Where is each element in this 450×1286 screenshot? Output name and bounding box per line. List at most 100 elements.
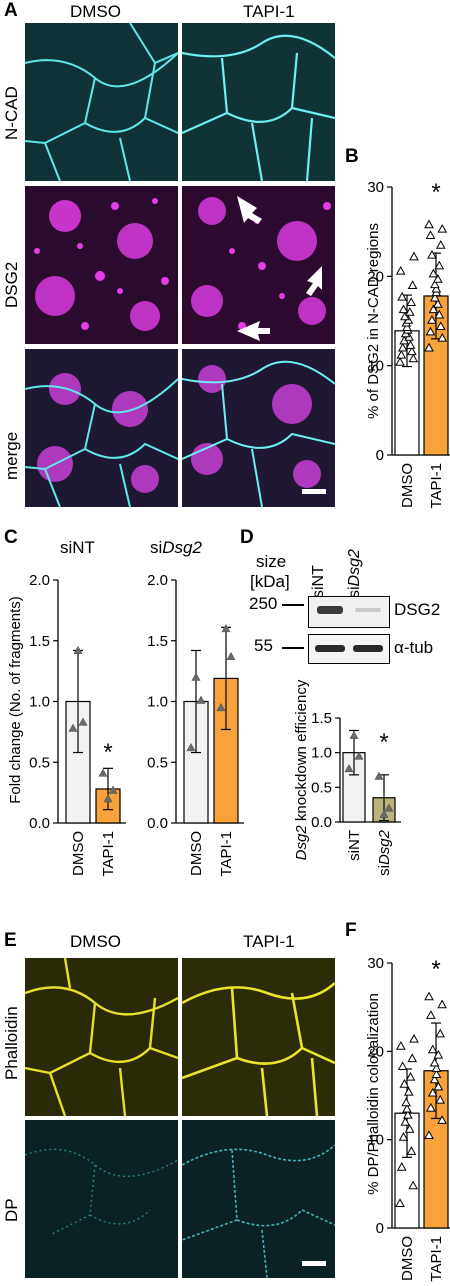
data-point-C-siDsg2 [196,695,206,704]
data-point-F [431,1069,442,1078]
data-point-F [405,1071,416,1081]
blot-dsg2 [308,596,390,628]
data-point-D [379,809,389,818]
data-point-B [435,321,446,331]
micrograph-phalloidin-dmso [25,958,178,1116]
data-point-F [427,1087,438,1097]
arrow-icon [237,321,270,341]
data-point-F [402,1103,412,1113]
bar-C-siDsg2-DMSO [183,700,209,824]
y-tick-label-B: 30 [367,179,384,196]
data-point-C-siNT [78,717,88,726]
data-point-F [398,1131,409,1141]
data-point-B [404,307,415,316]
data-point-B [406,297,417,306]
x-tick-label-B: DMSO [399,463,416,508]
data-point-F [397,1061,408,1071]
data-point-F [427,1044,438,1054]
data-point-B [434,260,445,270]
data-point-F [426,1102,436,1112]
y-tick-label-C-siDsg2: 0.5 [147,754,168,771]
data-point-F [406,1146,417,1155]
y-axis-label-C-siNT: Fold change (No. of fragments) [7,596,24,804]
data-point-F [426,1010,436,1019]
y-tick-label-F: 30 [367,955,384,972]
y-tick-label-D: 0.5 [311,779,332,796]
data-point-D [349,730,359,739]
panel-e-header-tapi: TAPI-1 [243,932,295,951]
x-tick-label-C-siDsg2: TAPI-1 [218,831,235,877]
data-point-B [428,268,439,278]
data-point-B [407,280,418,289]
data-point-F [435,1028,446,1038]
panel-b-label: B [345,146,359,167]
y-axis-label-B: % of DSG2 in N-CAD regions [365,223,382,419]
micrograph-ncad-dmso [25,23,178,181]
micrograph-dp-dmso [25,1120,178,1278]
band-sint-atub [315,645,345,652]
data-point-F [433,1049,444,1059]
band-label-atub: α-tub [394,638,434,657]
micrograph-merge-tapi [182,349,335,507]
panel-c-title-sint: siNT [60,538,95,557]
y-tick-label-C-siDsg2: 0.0 [147,815,168,832]
y-tick-label-C-siNT: 0.0 [29,815,50,832]
data-point-F [407,1053,418,1063]
band-sidsg2-atub [353,645,383,652]
data-point-F [396,1041,406,1050]
x-tick-label-part: Dsg2 [376,829,393,865]
micrograph-dp-tapi [182,1120,335,1278]
y-axis-label-F: % DP/Phalloidin colocalization [365,993,382,1195]
y-tick-label-C-siNT: 2.0 [29,572,50,589]
y-tick-label-D: 1.0 [311,745,332,762]
data-point-F [409,1033,419,1043]
scale-bar [302,489,326,494]
data-point-B [396,349,407,359]
micrograph-merge-dmso [25,349,178,507]
data-point-F [433,1081,444,1091]
data-point-C-siNT [73,645,83,654]
panel-c-label: C [4,527,18,548]
data-point-B [437,223,448,233]
y-tick-label-D: 0.0 [311,814,332,831]
y-tick-label-C-siNT: 1.0 [29,694,50,711]
data-point-C-siNT [108,785,118,794]
marker-55: 55 [254,636,273,655]
x-tick-label-F: TAPI-1 [428,1236,445,1282]
data-point-B [397,342,408,352]
data-point-C-siNT [98,768,108,777]
data-point-B [405,340,416,349]
blot-atub [308,634,390,664]
significance-star-c: * [103,739,112,766]
y-tick-label-B: 10 [367,358,384,375]
panel-e-header-dmso: DMSO [70,932,121,951]
y-axis-label-D: Dsg2 knockdown efficiency [293,679,310,860]
y-tick-label-C-siNT: 0.5 [29,754,50,771]
data-point-C-siDsg2 [226,651,236,661]
data-point-B [431,283,442,293]
data-point-B [425,230,436,239]
data-point-B [402,322,412,331]
data-point-F [429,1057,440,1067]
panel-e-label: E [4,930,17,951]
significance-star-d: * [379,729,388,756]
panel-f-label: F [345,920,357,941]
data-point-F [437,999,447,1009]
data-point-B [424,219,434,229]
band-label-dsg2: DSG2 [394,600,441,619]
arrow-icon [237,196,262,224]
panel-a-header-dmso: DMSO [70,2,121,21]
data-point-B [430,292,440,302]
data-point-B [395,265,406,275]
data-point-C-siDsg2 [221,623,231,633]
data-point-F [399,1078,410,1088]
data-point-B [427,315,437,324]
data-point-B [407,346,417,356]
marker-tick-55 [282,647,304,649]
x-tick-label-D: siDsg2 [376,829,393,876]
data-point-B [408,353,419,363]
data-point-B [432,273,443,283]
y-tick-label-F: 10 [367,1132,384,1149]
panel-a-header-tapi: TAPI-1 [243,2,295,21]
